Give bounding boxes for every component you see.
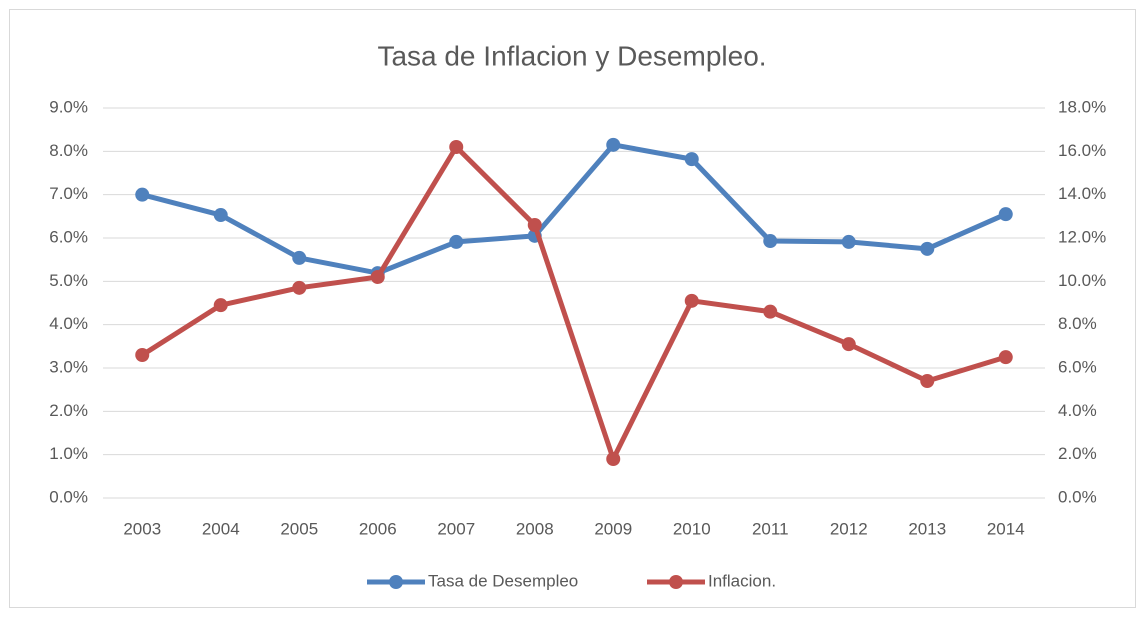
x-tick-label: 2006: [359, 519, 397, 538]
data-point: [449, 234, 464, 249]
y2-tick-label: 0.0%: [1058, 487, 1097, 506]
series-line: [140, 144, 1007, 462]
data-point: [370, 270, 385, 284]
data-point: [449, 140, 464, 154]
data-point: [841, 234, 856, 249]
data-point: [292, 250, 307, 265]
y2-tick-label: 2.0%: [1058, 444, 1097, 463]
data-point: [213, 298, 228, 313]
y-tick-label: 7.0%: [49, 184, 88, 203]
data-point: [213, 208, 228, 223]
legend-label: Tasa de Desempleo: [428, 571, 578, 590]
y2-tick-label: 8.0%: [1058, 314, 1097, 333]
data-point: [763, 234, 778, 249]
y2-tick-label: 6.0%: [1058, 357, 1097, 376]
data-point: [135, 348, 150, 362]
data-point: [606, 137, 621, 152]
y2-tick-label: 4.0%: [1058, 401, 1097, 420]
y-tick-label: 0.0%: [49, 487, 88, 506]
y2-tick-label: 16.0%: [1058, 141, 1106, 160]
chart-title: Tasa de Inflacion y Desempleo.: [377, 40, 766, 71]
data-point: [684, 152, 699, 167]
y-tick-label: 8.0%: [49, 141, 88, 160]
data-point: [763, 304, 778, 319]
x-tick-label: 2007: [437, 519, 475, 538]
data-point: [684, 293, 699, 308]
legend-marker: [389, 575, 403, 589]
data-point: [920, 374, 935, 388]
data-point: [920, 241, 935, 256]
data-point: [606, 452, 621, 466]
y2-tick-label: 14.0%: [1058, 184, 1106, 203]
data-point: [841, 337, 856, 352]
x-tick-label: 2013: [908, 519, 946, 538]
x-tick-label: 2008: [516, 519, 554, 538]
chart-border: [9, 9, 1136, 608]
y-tick-label: 4.0%: [49, 314, 88, 333]
x-tick-label: 2004: [202, 519, 240, 538]
y2-tick-label: 18.0%: [1058, 97, 1106, 116]
data-point: [135, 187, 150, 202]
y2-tick-label: 12.0%: [1058, 227, 1106, 246]
y-tick-label: 5.0%: [49, 271, 88, 290]
x-tick-label: 2010: [673, 519, 711, 538]
y-tick-label: 3.0%: [49, 357, 88, 376]
data-point: [998, 350, 1013, 365]
x-tick-label: 2009: [594, 519, 632, 538]
x-tick-label: 2014: [987, 519, 1025, 538]
data-point: [527, 218, 542, 232]
data-point: [292, 280, 307, 295]
x-tick-label: 2005: [280, 519, 318, 538]
y2-tick-label: 10.0%: [1058, 271, 1106, 290]
data-point: [998, 207, 1013, 222]
x-tick-label: 2012: [830, 519, 868, 538]
y-tick-label: 6.0%: [49, 227, 88, 246]
series-line: [141, 142, 1007, 276]
legend-label: Inflacion.: [708, 571, 776, 590]
y-tick-label: 1.0%: [49, 444, 88, 463]
y-tick-label: 2.0%: [49, 401, 88, 420]
y-tick-label: 9.0%: [49, 97, 88, 116]
legend-marker: [669, 575, 683, 589]
x-tick-label: 2003: [123, 519, 161, 538]
x-tick-label: 2011: [752, 519, 789, 538]
